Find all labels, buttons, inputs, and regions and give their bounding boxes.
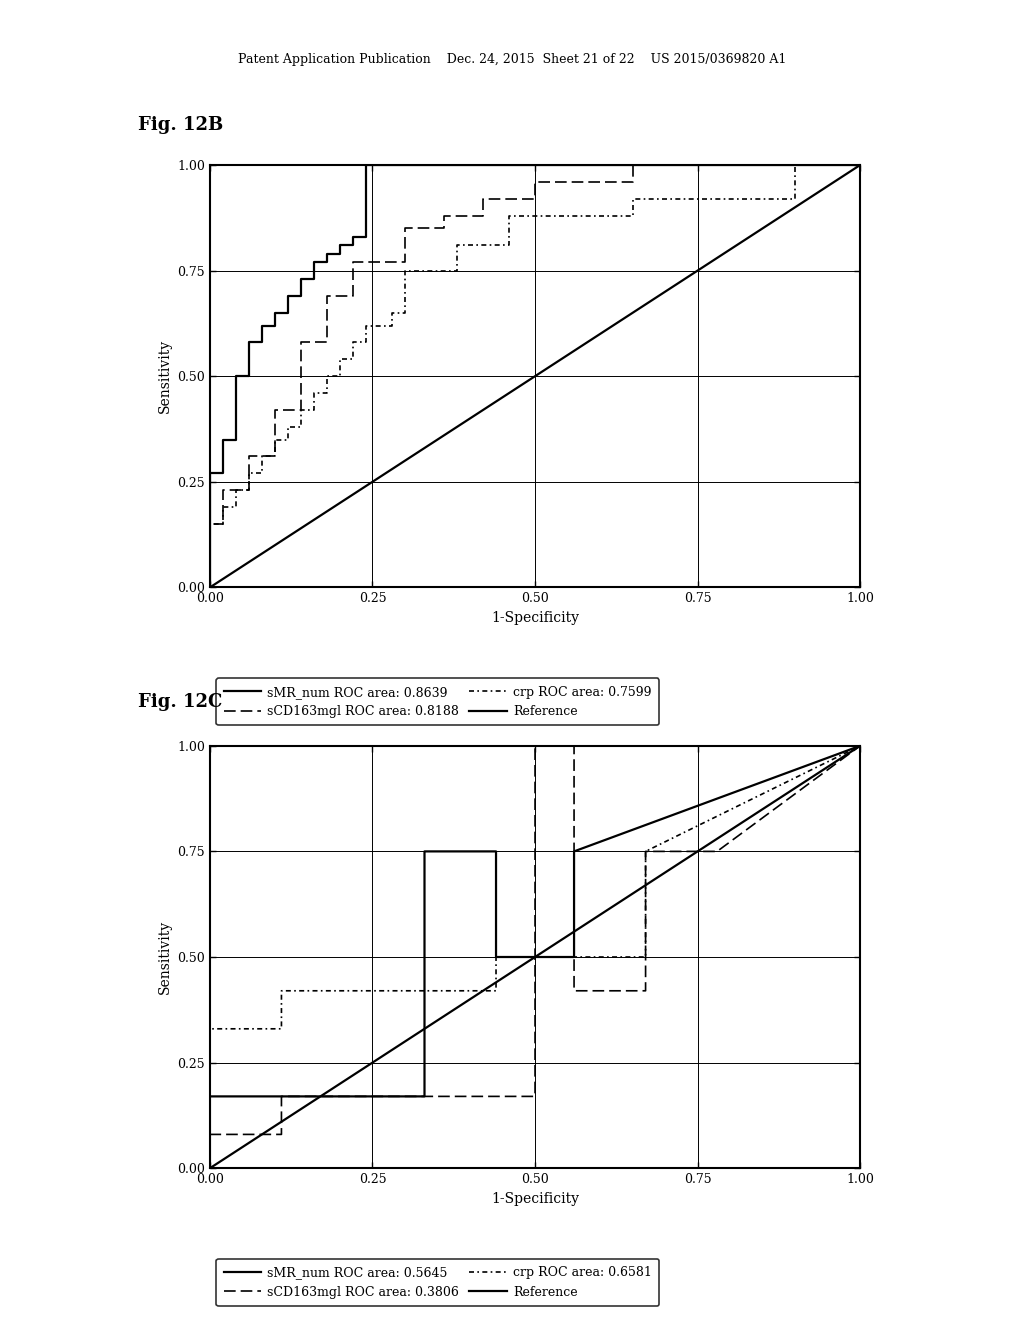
Y-axis label: Sensitivity: Sensitivity <box>158 339 172 413</box>
Text: Patent Application Publication    Dec. 24, 2015  Sheet 21 of 22    US 2015/03698: Patent Application Publication Dec. 24, … <box>238 53 786 66</box>
X-axis label: 1-Specificity: 1-Specificity <box>492 611 579 624</box>
Y-axis label: Sensitivity: Sensitivity <box>158 920 172 994</box>
Text: Fig. 12B: Fig. 12B <box>138 116 223 135</box>
Legend: sMR_num ROC area: 0.8639, sCD163mgl ROC area: 0.8188, crp ROC area: 0.7599, Refe: sMR_num ROC area: 0.8639, sCD163mgl ROC … <box>216 678 659 726</box>
X-axis label: 1-Specificity: 1-Specificity <box>492 1192 579 1205</box>
Text: Fig. 12C: Fig. 12C <box>138 693 222 711</box>
Legend: sMR_num ROC area: 0.5645, sCD163mgl ROC area: 0.3806, crp ROC area: 0.6581, Refe: sMR_num ROC area: 0.5645, sCD163mgl ROC … <box>216 1259 659 1307</box>
